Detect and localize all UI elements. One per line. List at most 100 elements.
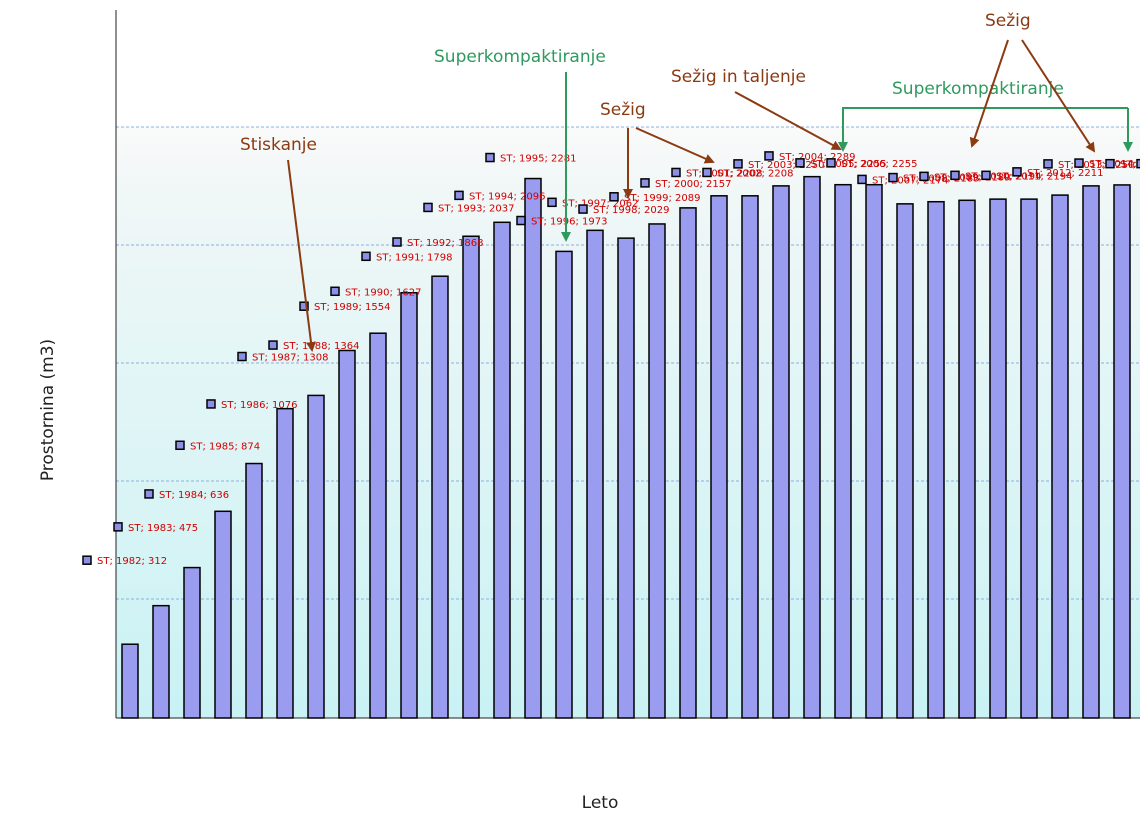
bar-2003: [772, 185, 790, 719]
bar-1993: [462, 235, 480, 719]
data-label-1995: ST; 1995; 2281: [500, 154, 576, 165]
bar-1999: [648, 223, 666, 719]
bar-2012: [1051, 194, 1069, 719]
bar-2010: [989, 198, 1007, 719]
label-marker-1983: [113, 522, 123, 532]
data-label-2009: ST; 2009; 2189: [934, 172, 1010, 183]
label-marker-1998: [578, 204, 588, 214]
data-label-1987: ST; 1987; 1308: [252, 353, 328, 364]
label-marker-1988: [268, 340, 278, 350]
label-marker-1982: [82, 555, 92, 565]
data-label-1989: ST; 1989; 1554: [314, 302, 390, 313]
bar-1991: [400, 292, 418, 719]
bar-2009: [958, 199, 976, 719]
data-label-1992: ST; 1992; 1868: [407, 238, 483, 249]
data-label-2008: ST; 2008; 2183: [903, 174, 979, 185]
bar-1986: [245, 462, 263, 719]
label-marker-1984: [144, 489, 154, 499]
data-label-2000: ST; 2000; 2157: [655, 179, 731, 190]
bar-1994: [493, 221, 511, 719]
label-marker-1990: [330, 286, 340, 297]
label-marker-2009: [919, 171, 929, 182]
data-labels: ST; 1982; 312 ST; 1983; 475 ST; 1984; 636 S…: [82, 151, 1140, 567]
label-marker-2011: [981, 170, 991, 181]
data-label-2003: ST; 2003; 2250: [748, 160, 824, 171]
label-marker-1997: [547, 197, 557, 208]
bar-1983: [152, 604, 170, 719]
arrow-sezig-2b: [1021, 39, 1096, 153]
data-label-1985: ST; 1985; 874: [190, 441, 260, 452]
label-marker-2014: [1074, 158, 1084, 168]
data-label-2004: ST; 2004; 2289: [779, 152, 855, 163]
data-label-1991: ST; 1991; 1798: [376, 252, 452, 263]
data-label-2015: ST; 2015; 2251: [1120, 160, 1140, 171]
label-marker-2015: [1105, 158, 1115, 169]
label-marker-1999: [609, 192, 619, 202]
data-label-2013: ST; 2013; 2250: [1058, 160, 1134, 171]
bars: [121, 175, 1131, 719]
data-label-1982: ST; 1982; 312: [97, 556, 167, 567]
arrow-sezig-1b: [635, 127, 715, 164]
data-label-1998: ST; 1998; 2029: [593, 205, 669, 216]
arrow-stiskanje: [287, 159, 316, 352]
bar-1990: [369, 332, 387, 719]
label-marker-2012: [1012, 167, 1022, 177]
label-marker-2005: [795, 158, 805, 168]
bar-2006: [865, 183, 883, 719]
data-label-1988: ST; 1988; 1364: [283, 341, 359, 352]
bar-1989: [338, 349, 356, 719]
bar-2000: [679, 207, 697, 719]
label-marker-2002: [702, 167, 712, 178]
data-label-1984: ST; 1984; 636: [159, 490, 229, 501]
label-marker-2003: [733, 159, 743, 169]
annotation-sezig-2: Sežig: [985, 11, 1031, 31]
label-marker-2016: [1136, 158, 1140, 169]
annotation-superkompaktiranje-2: Superkompaktiranje: [892, 79, 1064, 99]
label-marker-2008: [888, 172, 898, 183]
label-marker-1996: [516, 215, 526, 226]
label-marker-1991: [361, 251, 371, 262]
bar-2014: [1113, 184, 1131, 719]
data-label-1996: ST; 1996; 1973: [531, 217, 607, 228]
bar-1984: [183, 566, 201, 719]
bar-1987: [276, 407, 294, 719]
label-marker-2010: [950, 170, 960, 181]
label-marker-2006: [826, 158, 836, 168]
data-label-2001: ST; 2001; 2208: [686, 168, 762, 179]
bar-1996: [555, 250, 573, 719]
label-marker-2001: [671, 167, 681, 178]
data-label-1999: ST; 1999; 2089: [624, 193, 700, 204]
bar-1997: [586, 229, 604, 719]
x-axis-title: Leto: [581, 793, 619, 813]
bar-1982: [121, 643, 139, 719]
bar-2013: [1082, 185, 1100, 719]
bar-1995: [524, 177, 542, 719]
data-label-1986: ST; 1986; 1076: [221, 400, 297, 411]
arrow-sezig-2a: [969, 39, 1009, 148]
label-marker-1985: [175, 440, 185, 451]
label-marker-1987: [237, 351, 247, 362]
label-marker-1994: [454, 190, 464, 201]
label-marker-1989: [299, 301, 309, 311]
data-label-1997: ST; 1997; 2062: [562, 198, 638, 209]
annotations: Stiskanje Superkompaktiranje Sežig Sežig in…: [240, 11, 1133, 352]
annotation-stiskanje: Stiskanje: [240, 135, 317, 155]
bar-2001: [710, 195, 728, 719]
data-label-1990: ST; 1990; 1627: [345, 287, 421, 298]
y-axis-title: Prostornina (m3): [38, 338, 58, 482]
data-label-2011: ST; 2011; 2194: [996, 171, 1072, 182]
label-marker-1986: [206, 399, 216, 409]
label-marker-2000: [640, 178, 650, 188]
data-label-2012: ST; 2012; 2211: [1027, 168, 1103, 179]
data-label-2002: ST; 2002; 2208: [717, 168, 793, 179]
annotation-sezig-1: Sežig: [600, 100, 646, 120]
bar-2004: [803, 175, 821, 719]
data-label-1993: ST; 1993; 2037: [438, 203, 514, 214]
data-label-1994: ST; 1994; 2096: [469, 191, 545, 202]
annotation-sezig-in-taljenje: Sežig in taljenje: [671, 67, 806, 87]
arrow-sezig-in-taljenje: [734, 91, 842, 150]
data-label-1983: ST; 1983; 475: [128, 523, 198, 534]
label-marker-1992: [392, 237, 402, 247]
label-marker-1993: [423, 202, 433, 213]
